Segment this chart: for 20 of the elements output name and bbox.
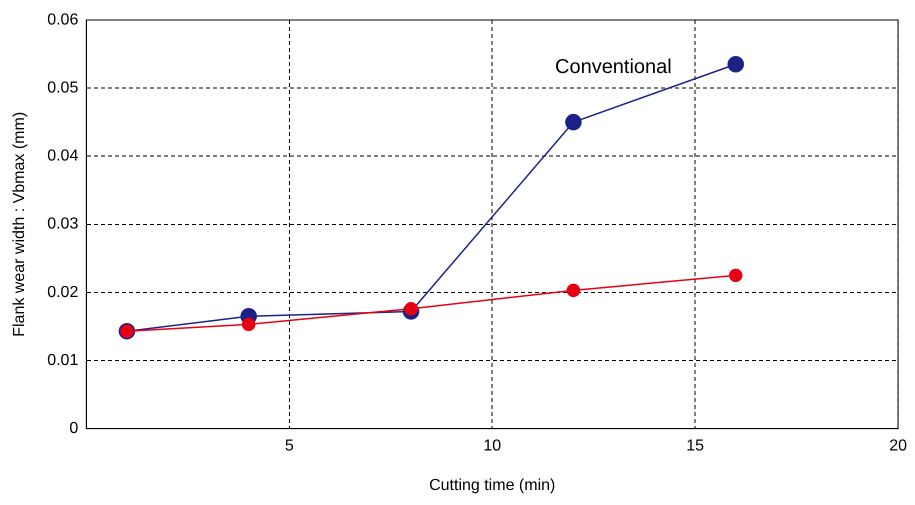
series-label: Conventional <box>555 56 672 78</box>
x-tick-label: 10 <box>483 438 502 455</box>
y-tick-label: 0.02 <box>47 284 78 301</box>
y-tick-label: 0.03 <box>47 216 78 233</box>
y-tick-label: 0.04 <box>47 148 78 165</box>
x-tick-label: 15 <box>686 438 704 455</box>
y-tick-label: 0.06 <box>47 11 78 28</box>
x-axis-title: Cutting time (min) <box>429 476 556 494</box>
point <box>404 302 418 316</box>
y-axis-title: Flank wear width : Vbmax (mm) <box>11 112 28 337</box>
y-tick-label: 0.01 <box>47 352 78 369</box>
x-tick-label: 5 <box>284 438 294 455</box>
y-tick-label: 0.05 <box>47 80 78 97</box>
x-tick-label: 20 <box>889 438 908 455</box>
point <box>728 56 744 73</box>
point <box>729 268 742 282</box>
y-tick-label: 0 <box>69 420 78 438</box>
point <box>565 114 582 130</box>
point <box>566 284 580 298</box>
point <box>242 318 256 332</box>
